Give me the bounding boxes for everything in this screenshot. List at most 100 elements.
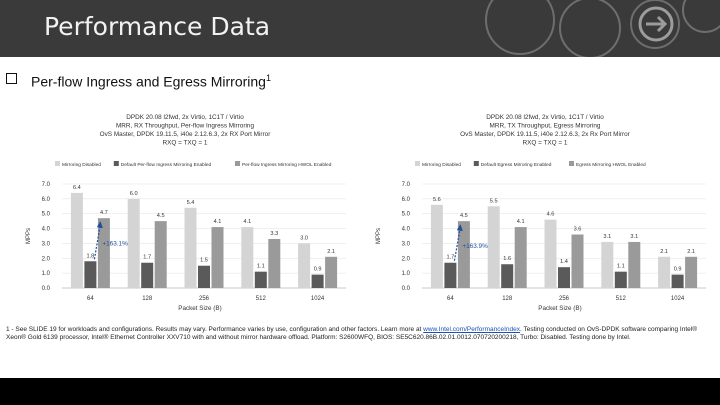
- legend-label: Mirroring Disabled: [62, 162, 101, 168]
- chart-title-line: OvS Master, DPDK 19.11.5, i40e 2.12.6.3,…: [460, 131, 631, 138]
- bar: [558, 267, 570, 288]
- arrow-right-icon: [638, 6, 674, 42]
- chart-ingress-svg: DPDK 20.08 l2fwd, 2x Virtio, 1C1T / Virt…: [26, 114, 346, 312]
- legend-swatch: [55, 161, 60, 166]
- chart-title-line: DPDK 20.08 l2fwd, 2x Virtio, 1C1T / Virt…: [486, 114, 604, 121]
- y-tick-label: 5.0: [42, 212, 51, 218]
- improvement-arrow-line: [453, 227, 461, 261]
- bar: [254, 271, 267, 288]
- improvement-arrow-head: [96, 221, 103, 229]
- bar: [141, 262, 154, 288]
- y-tick-label: 3.0: [42, 241, 51, 247]
- y-axis-label: MPPs: [26, 228, 32, 244]
- header-bar: Performance Data: [0, 0, 720, 57]
- chart-title-line: OvS Master, DPDK 19.11.5, i40e 2.12.6.3,…: [100, 131, 272, 138]
- bar: [571, 234, 584, 288]
- x-tick-label: 256: [559, 296, 570, 302]
- data-label: 3.6: [574, 227, 582, 233]
- legend-label: Per-flow Ingress Mirroring HWOL Enabled: [242, 162, 332, 168]
- bar: [544, 219, 557, 288]
- legend-label: Default Egress Mirroring Enabled: [481, 162, 552, 168]
- data-label: 2.1: [327, 249, 335, 255]
- chart-egress-svg: DPDK 20.08 l2fwd, 2x Virtio, 1C1T / Virt…: [376, 114, 706, 312]
- x-tick-label: 256: [199, 296, 210, 302]
- chart-egress-mirroring: DPDK 20.08 l2fwd, 2x Virtio, 1C1T / Virt…: [360, 112, 720, 322]
- x-tick-label: 1024: [311, 296, 325, 302]
- data-label: 1.1: [617, 264, 625, 270]
- y-tick-label: 7.0: [42, 182, 51, 188]
- legend-entry: Default Per-flow Ingress Mirroring Enabl…: [113, 161, 212, 168]
- data-label: 3.3: [270, 231, 278, 237]
- improvement-annotation: +163.1%: [102, 241, 128, 248]
- bar: [658, 256, 671, 288]
- data-label: 4.5: [460, 213, 468, 219]
- legend-entry: Mirroring Disabled: [55, 161, 101, 168]
- x-tick-label: 512: [616, 296, 627, 302]
- data-label: 2.1: [660, 249, 668, 255]
- page-title: Performance Data: [44, 12, 271, 41]
- legend-label: Mirroring Disabled: [422, 162, 461, 168]
- improvement-arrow-head: [456, 224, 463, 232]
- performance-index-link[interactable]: www.Intel.com/PerformanceIndex: [423, 326, 520, 333]
- legend-entry: Per-flow Ingress Mirroring HWOL Enabled: [235, 161, 332, 168]
- chart-title-line: RXQ = TXQ = 1: [523, 140, 568, 147]
- chart-ingress-mirroring: DPDK 20.08 l2fwd, 2x Virtio, 1C1T / Virt…: [0, 112, 360, 322]
- data-label: 1.4: [560, 259, 568, 265]
- bar: [84, 261, 97, 288]
- data-label: 3.1: [603, 234, 611, 240]
- y-tick-label: 2.0: [402, 256, 411, 262]
- bar: [97, 218, 110, 288]
- y-tick-label: 5.0: [402, 212, 411, 218]
- footnote: 1 - See SLIDE 19 for workloads and confi…: [6, 326, 714, 342]
- legend-swatch: [235, 161, 240, 166]
- bar: [198, 265, 210, 288]
- data-label: 4.1: [243, 219, 251, 225]
- x-tick-label: 128: [142, 296, 153, 302]
- bar: [685, 256, 698, 288]
- bar: [444, 262, 457, 288]
- y-tick-label: 7.0: [402, 182, 411, 188]
- bar: [514, 227, 527, 288]
- legend-swatch: [415, 161, 420, 166]
- x-tick-label: 128: [502, 296, 513, 302]
- header-decoration: [485, 0, 720, 57]
- data-label: 6.4: [73, 185, 81, 191]
- data-label: 4.1: [214, 219, 222, 225]
- y-tick-label: 0.0: [402, 286, 411, 292]
- bar: [325, 256, 338, 288]
- bar: [184, 207, 197, 288]
- legend-swatch: [473, 161, 479, 166]
- data-label: 5.4: [187, 200, 195, 206]
- data-label: 4.6: [547, 212, 555, 218]
- bar: [70, 192, 83, 288]
- footnote-text: 1 - See SLIDE 19 for workloads and confi…: [6, 326, 424, 333]
- y-tick-label: 4.0: [42, 227, 51, 233]
- data-label: 2.1: [687, 249, 695, 255]
- data-label: 4.1: [517, 219, 525, 225]
- bar: [671, 274, 684, 288]
- bar: [154, 221, 167, 288]
- data-label: 4.7: [100, 210, 108, 216]
- legend-entry: Default Egress Mirroring Enabled: [473, 161, 552, 168]
- chart-title-line: MRR, TX Throughput, Egress Mirroring: [490, 123, 601, 130]
- y-tick-label: 3.0: [402, 241, 411, 247]
- data-label: 0.9: [314, 267, 322, 273]
- data-label: 1.8: [87, 253, 95, 259]
- y-axis-label: MPPs: [376, 228, 382, 244]
- chart-title-line: MRR, RX Throughput, Per-flow Ingress Mir…: [116, 123, 254, 130]
- data-label: 4.5: [157, 213, 165, 219]
- x-tick-label: 512: [256, 296, 267, 302]
- y-tick-label: 4.0: [402, 227, 411, 233]
- bar: [457, 221, 470, 288]
- data-label: 1.5: [200, 258, 208, 264]
- bar: [614, 271, 627, 288]
- y-tick-label: 1.0: [402, 271, 411, 277]
- bar: [268, 238, 281, 288]
- data-label: 1.7: [447, 255, 455, 261]
- y-tick-label: 6.0: [42, 197, 51, 203]
- x-axis-label: Packet Size (B): [178, 305, 221, 312]
- x-tick-label: 64: [87, 296, 94, 302]
- data-label: 3.1: [630, 234, 638, 240]
- data-label: 5.6: [433, 197, 441, 203]
- x-tick-label: 64: [447, 296, 454, 302]
